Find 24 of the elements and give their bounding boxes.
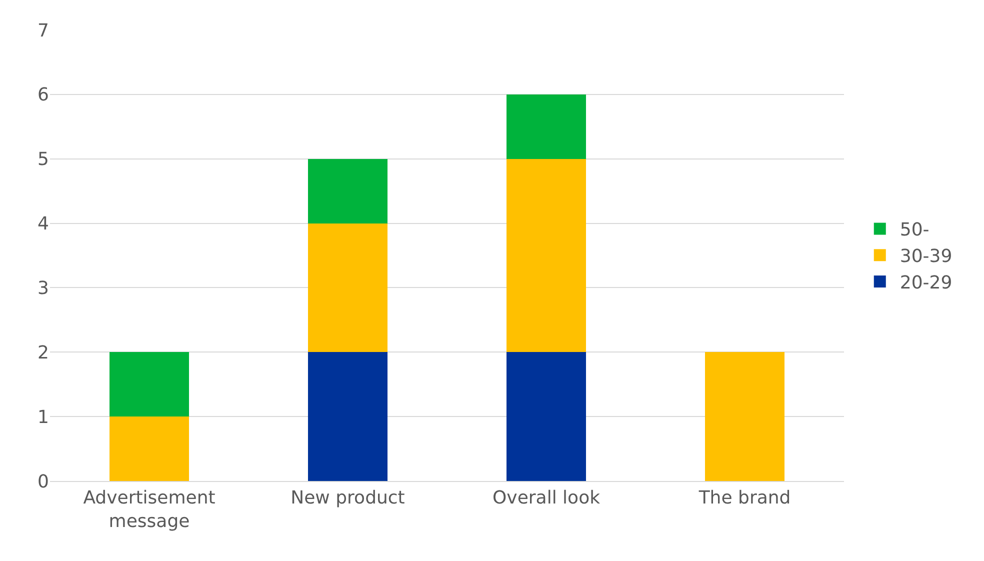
y-tick-label: 0: [38, 471, 49, 492]
y-tick-label: 1: [38, 406, 49, 428]
bar: [308, 223, 388, 352]
bar: [705, 352, 784, 481]
x-tick-label: Overall look: [492, 488, 601, 509]
bar: [308, 158, 388, 224]
y-tick-label: 5: [38, 149, 49, 170]
bar: [110, 416, 189, 481]
bar: [110, 352, 189, 417]
x-tick-label: New product: [290, 488, 405, 509]
legend-label: 50-: [900, 220, 930, 241]
legend-label: 20-29: [900, 272, 952, 294]
bar: [308, 352, 388, 481]
y-tick-label: 4: [38, 214, 49, 235]
y-tick-label: 2: [38, 342, 49, 364]
y-tick-label: 3: [38, 278, 49, 300]
y-tick-label: 6: [38, 84, 49, 106]
x-tick-label: The brand: [698, 488, 791, 509]
bar: [506, 94, 586, 159]
x-tick-label: Advertisement message: [83, 488, 216, 532]
legend-label: 30-39: [900, 246, 952, 268]
bar: [506, 158, 586, 352]
bar: [506, 352, 586, 481]
y-tick-label: 7: [38, 20, 49, 42]
